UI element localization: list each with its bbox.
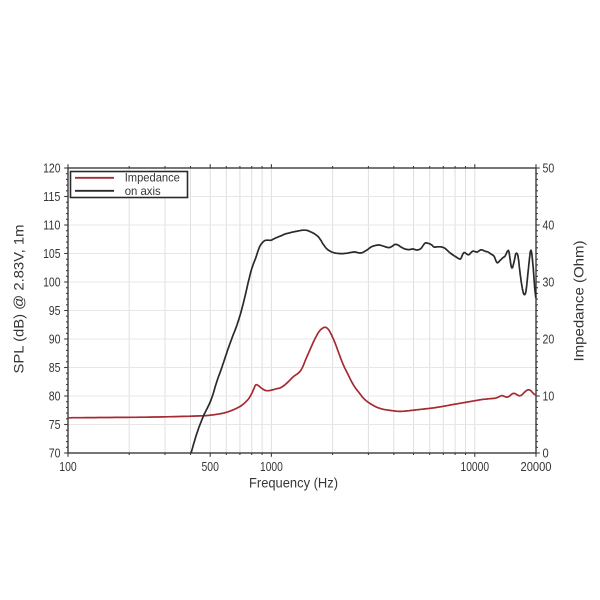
svg-text:95: 95	[49, 304, 61, 318]
svg-text:Impedance: Impedance	[125, 171, 181, 185]
svg-text:70: 70	[49, 447, 61, 461]
svg-text:20: 20	[543, 333, 555, 347]
svg-text:0: 0	[543, 447, 549, 461]
svg-text:115: 115	[43, 190, 60, 204]
svg-text:SPL (dB) @ 2.83V, 1m: SPL (dB) @ 2.83V, 1m	[12, 225, 27, 374]
svg-text:75: 75	[49, 418, 61, 432]
svg-text:90: 90	[49, 333, 61, 347]
svg-text:30: 30	[543, 276, 555, 290]
svg-text:10000: 10000	[461, 460, 490, 474]
svg-text:110: 110	[43, 219, 60, 233]
svg-text:105: 105	[43, 247, 60, 261]
svg-text:Frequency (Hz): Frequency (Hz)	[249, 475, 338, 490]
svg-text:500: 500	[202, 460, 219, 474]
svg-text:Impedance (Ohm): Impedance (Ohm)	[572, 241, 587, 362]
svg-text:on axis: on axis	[125, 184, 161, 198]
svg-text:80: 80	[49, 390, 61, 404]
svg-text:10: 10	[543, 390, 555, 404]
svg-text:85: 85	[49, 361, 61, 375]
svg-text:100: 100	[59, 460, 76, 474]
svg-text:40: 40	[543, 219, 555, 233]
svg-text:120: 120	[43, 162, 60, 176]
svg-text:100: 100	[43, 276, 60, 290]
svg-text:20000: 20000	[521, 460, 552, 474]
svg-text:1000: 1000	[260, 460, 283, 474]
svg-text:50: 50	[543, 162, 555, 176]
